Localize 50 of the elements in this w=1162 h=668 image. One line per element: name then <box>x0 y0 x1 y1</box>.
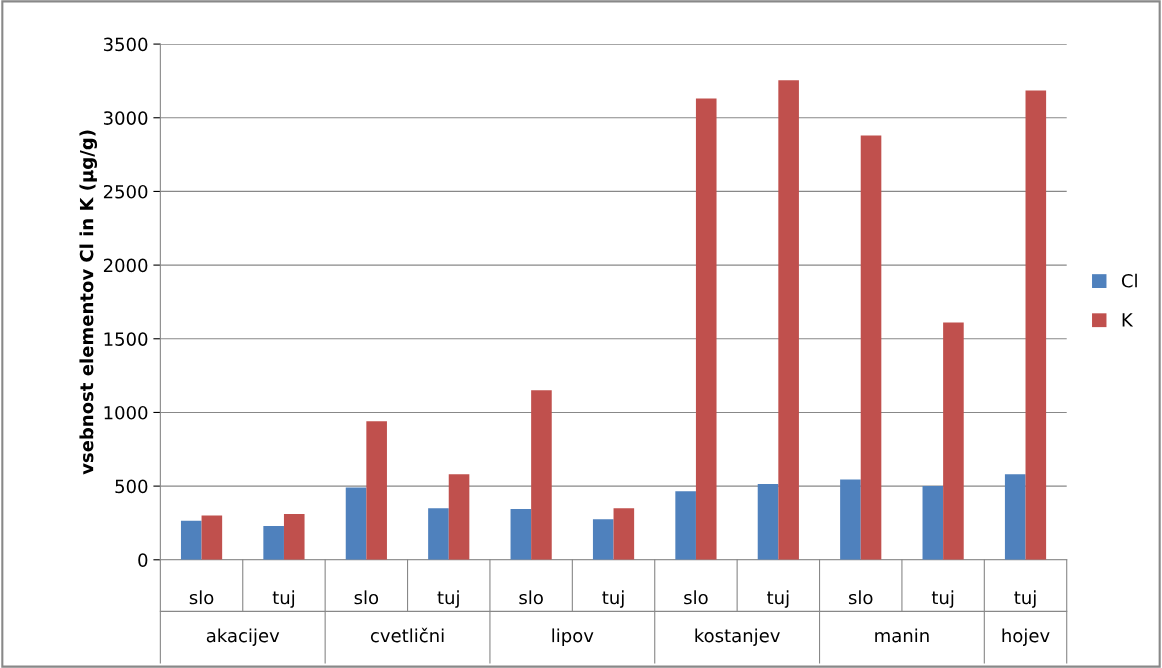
bar <box>180 520 202 560</box>
bar <box>428 508 449 560</box>
x-tick-label: tuj <box>272 590 295 608</box>
legend-label: Cl <box>1121 273 1137 288</box>
y-tick-label: 500 <box>115 479 148 494</box>
bar <box>613 508 635 560</box>
x-tick-label: slo <box>354 590 379 605</box>
text: cvetlični <box>370 627 444 643</box>
text: manin <box>875 628 929 643</box>
bar <box>778 80 799 560</box>
y-tick-label: 0 <box>138 553 148 567</box>
y-tick-label: 2500 <box>103 184 148 199</box>
x-tick-label: slo <box>848 590 873 605</box>
bar <box>840 479 861 560</box>
bar <box>345 487 367 560</box>
bar <box>695 98 717 560</box>
bar <box>675 491 696 560</box>
x-tick-label: tuj <box>437 590 459 608</box>
bar <box>1004 474 1026 560</box>
bar <box>860 135 882 560</box>
bar <box>366 421 387 560</box>
bar <box>510 508 532 560</box>
bar <box>283 514 305 560</box>
y-tick-label: 3000 <box>103 111 148 125</box>
y-tick-label: 1500 <box>104 332 148 346</box>
x-tick-label: slo <box>684 590 708 605</box>
text: hojev <box>1002 628 1050 646</box>
y-tick-label: 2000 <box>103 258 148 273</box>
bar <box>943 322 964 560</box>
bar <box>757 483 779 560</box>
x-tick-label: tuj <box>931 590 954 608</box>
text: akacijev <box>206 628 280 646</box>
bar <box>531 390 552 560</box>
bar <box>201 515 223 560</box>
y-tick-label: 1000 <box>104 405 148 420</box>
bar <box>922 486 944 560</box>
x-tick-label: tuj <box>767 590 789 608</box>
bar <box>263 525 284 560</box>
y-axis-title: vsebnost elementov Cl in K (µg/g) <box>79 130 98 475</box>
x-tick-label: tuj <box>602 590 624 608</box>
x-tick-label: slo <box>519 590 543 605</box>
x-tick-label: tuj <box>1014 590 1036 608</box>
text: kostanjev <box>695 628 780 646</box>
legend-label: K <box>1122 313 1134 327</box>
y-tick-label: 3500 <box>103 37 148 52</box>
text: lipov <box>552 628 594 646</box>
bar <box>1025 90 1047 560</box>
bar <box>592 519 614 560</box>
bar <box>448 474 470 560</box>
x-tick-label: slo <box>189 590 214 605</box>
